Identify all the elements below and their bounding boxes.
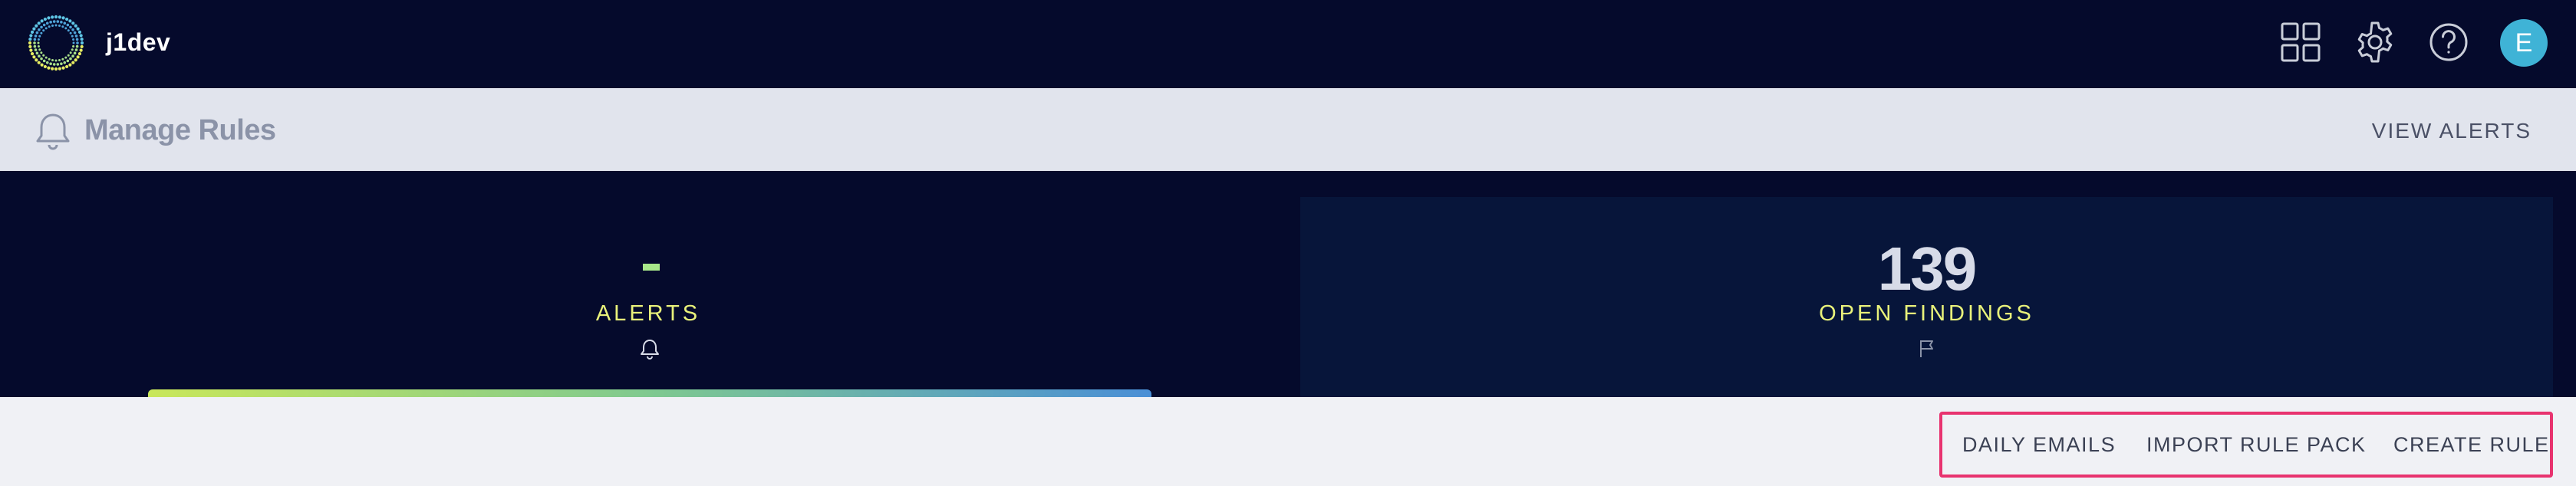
jupiterone-logo[interactable] [26,13,86,73]
open-findings-value: 139 [1877,235,1977,303]
open-findings-label: OPEN FINDINGS [1819,301,2034,326]
view-alerts-link[interactable]: VIEW ALERTS [2371,119,2532,143]
page-header: Manage Rules VIEW ALERTS [0,88,2576,171]
page-title: Manage Rules [84,114,276,146]
user-avatar[interactable]: E [2500,19,2548,67]
stats-panel: - ALERTS 139 OPEN FINDINGS [0,171,2576,397]
bell-icon [640,338,660,360]
top-navigation-bar: j1dev E [0,0,2576,88]
daily-emails-button[interactable]: DAILY EMAILS [1962,433,2116,456]
alerts-label: ALERTS [595,301,701,326]
gear-icon[interactable] [2350,17,2400,67]
rule-actions-toolbar: DAILY EMAILS IMPORT RULE PACK CREATE RUL… [1939,412,2553,478]
alerts-stat-card[interactable]: - ALERTS [0,171,1296,397]
bell-icon [34,111,72,151]
create-rule-button[interactable]: CREATE RULE [2393,433,2550,456]
apps-grid-icon[interactable] [2275,17,2326,67]
flag-icon [1917,337,1937,359]
import-rule-pack-button[interactable]: IMPORT RULE PACK [2146,433,2367,456]
open-findings-stat-card[interactable]: 139 OPEN FINDINGS [1300,197,2553,397]
help-icon[interactable] [2423,17,2474,67]
alerts-value: - [643,264,660,271]
alerts-progress-bar [148,389,1151,397]
account-name[interactable]: j1dev [106,28,171,56]
